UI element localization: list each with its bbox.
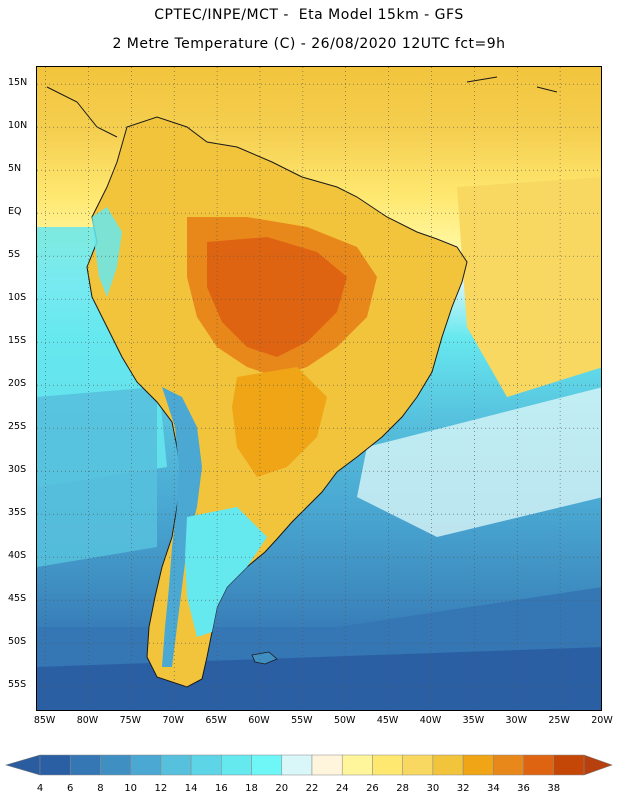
colorbar-segment	[130, 754, 162, 776]
map-title-line-2: 2 Metre Temperature (C) - 26/08/2020 12U…	[112, 36, 506, 52]
colorbar-tick-label: 32	[456, 783, 470, 794]
atlantic-cool-band	[357, 387, 601, 537]
latitude-label: 5S	[8, 249, 21, 261]
colorbar-tick-label: 36	[517, 783, 530, 794]
colorbar-segment	[493, 754, 524, 776]
colorbar-segment	[221, 754, 252, 776]
longitude-label: 60W	[248, 715, 270, 726]
longitude-label: 45W	[376, 715, 399, 726]
color-scale-bar	[4, 754, 613, 776]
southern-warm-region	[232, 367, 327, 477]
colorbar-segment	[251, 754, 283, 776]
colorbar-segment	[190, 754, 222, 776]
longitude-label: 30W	[505, 715, 527, 726]
colorbar-segment	[281, 754, 313, 776]
falkland-islands	[251, 651, 278, 665]
colorbar-segment	[311, 754, 343, 776]
longitude-label: 65W	[205, 715, 227, 726]
northern-andes-cool	[92, 207, 122, 297]
colorbar-segment	[100, 754, 131, 776]
colorbar-segment	[402, 754, 434, 776]
colorbar-tick-label: 8	[97, 783, 104, 794]
colorbar-segment	[553, 754, 585, 776]
colorbar-tick-label: 18	[245, 783, 258, 794]
latitude-label: 30S	[8, 464, 27, 476]
latitude-label: 35S	[8, 507, 27, 519]
colorbar-segment	[432, 754, 464, 776]
latitude-label: 10N	[8, 120, 28, 132]
colorbar-segment	[341, 754, 373, 776]
colorbar-segment	[372, 754, 403, 776]
andes-cool-strip	[162, 387, 202, 667]
latitude-label: 50S	[8, 636, 27, 648]
colorbar-tick-label: 34	[486, 783, 500, 794]
map-panel	[36, 66, 602, 711]
colorbar-tick-label: 14	[184, 783, 198, 794]
colorbar-segment	[462, 754, 494, 776]
longitude-label: 55W	[291, 715, 313, 726]
temperature-map	[37, 67, 601, 710]
colorbar-tick-label: 24	[335, 783, 349, 794]
colorbar-tick-label: 6	[67, 783, 74, 794]
colorbar-segment	[39, 754, 71, 776]
latitude-label: 25S	[8, 421, 27, 433]
colorbar-tick-label: 26	[366, 783, 379, 794]
longitude-label: 70W	[162, 715, 184, 726]
colorbar-tick-label: 10	[124, 783, 138, 794]
colorbar-segment	[69, 754, 101, 776]
longitude-label: 35W	[462, 715, 485, 726]
colorbar-tick-label: 28	[396, 783, 410, 794]
colorbar-tick-label: 38	[547, 783, 561, 794]
longitude-label: 50W	[333, 715, 356, 726]
latitude-label: 5N	[8, 163, 22, 175]
colorbar-tick-label: 4	[36, 783, 44, 794]
colorbar-tick-label: 12	[154, 783, 168, 794]
latitude-label: 20S	[8, 378, 27, 390]
colorbar-segment	[523, 754, 555, 776]
hottest-core-region	[207, 237, 347, 357]
longitude-label: 20W	[591, 715, 613, 726]
colorbar-tick-label: 20	[275, 783, 289, 794]
longitude-label: 85W	[33, 715, 56, 726]
longitude-label: 40W	[419, 715, 442, 726]
latitude-label: EQ	[8, 206, 22, 218]
colorbar-under-arrow	[4, 754, 41, 776]
latitude-label: 15S	[8, 335, 27, 347]
latitude-label: 15N	[8, 77, 28, 89]
latitude-label: 40S	[8, 550, 27, 562]
latitude-label: 10S	[8, 292, 27, 304]
longitude-label: 80W	[76, 715, 99, 726]
latitude-label: 45S	[8, 593, 27, 605]
latitude-label: 55S	[8, 679, 27, 691]
colorbar-tick-label: 16	[214, 783, 228, 794]
colorbar-over-arrow	[583, 754, 613, 776]
longitude-label: 25W	[548, 715, 570, 726]
longitude-label: 75W	[119, 715, 142, 726]
colorbar-tick-label: 22	[305, 783, 319, 794]
patagonia-cool-region	[185, 507, 267, 637]
pacific-mid-band	[37, 387, 157, 567]
colorbar-segment	[160, 754, 192, 776]
map-title-line-1: CPTEC/INPE/MCT - Eta Model 15km - GFS	[154, 7, 464, 23]
caribbean-coast	[46, 76, 558, 138]
colorbar-tick-label: 30	[426, 783, 440, 794]
